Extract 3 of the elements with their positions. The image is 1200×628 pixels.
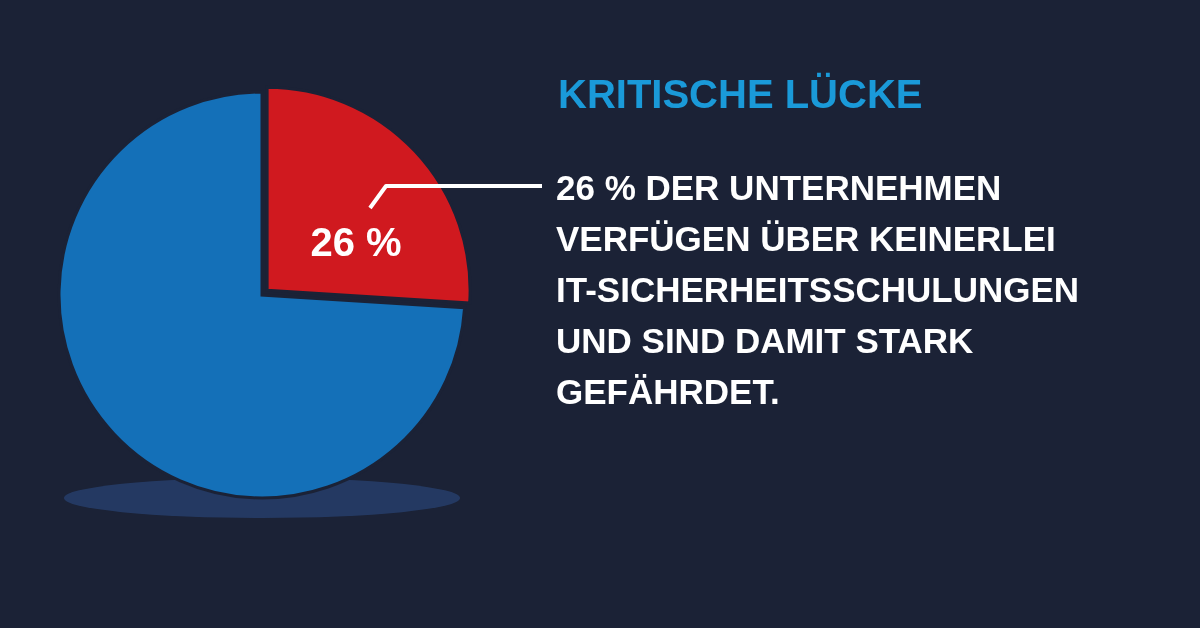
text: KRITISCHE LÜCKE xyxy=(558,72,923,116)
text: 26 % DER UNTERNEHMEN VERFÜGEN ÜBER KEINERLEI IT-SICHERHEITSSCHULUNGEN UND SIND DAMIT STARK GEFÄHRDET. xyxy=(556,168,1080,411)
data-label: 26 % xyxy=(310,219,402,264)
